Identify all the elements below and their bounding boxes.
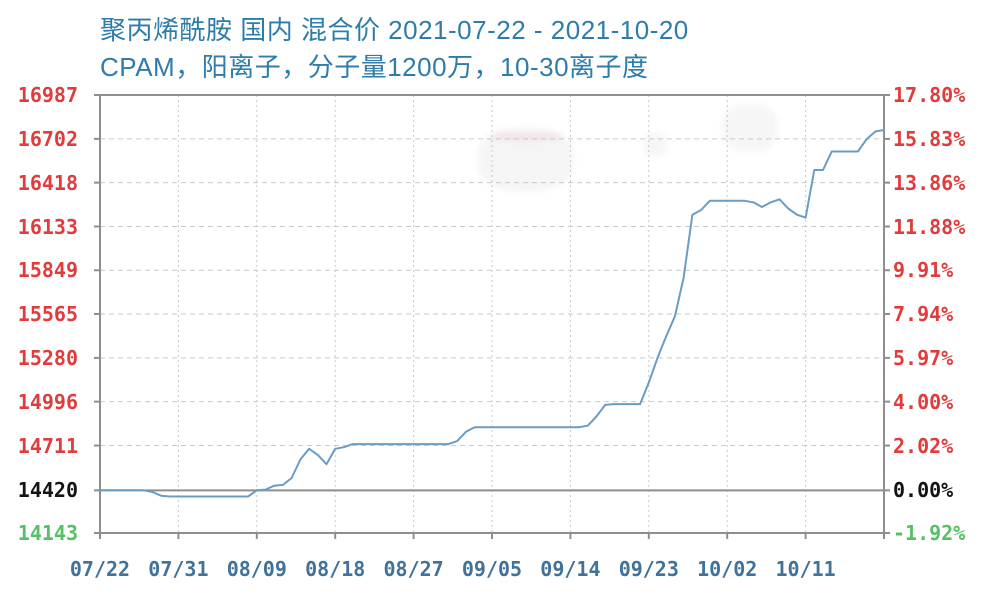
y-axis-right-label: 15.83% xyxy=(893,126,966,151)
y-axis-right-label: 4.00% xyxy=(893,389,954,414)
y-axis-right-label: 17.80% xyxy=(893,83,966,107)
x-axis-label: 07/31 xyxy=(148,557,209,581)
y-axis-left-label: 16418 xyxy=(17,170,78,195)
chart-title: 聚丙烯酰胺 国内 混合价 2021-07-22 - 2021-10-20 xyxy=(100,15,689,45)
grid-lines xyxy=(100,95,884,533)
y-axis-right-label: -1.92% xyxy=(893,521,966,545)
y-axis-right-label: 13.86% xyxy=(893,170,966,195)
x-axis-label: 07/22 xyxy=(69,557,131,581)
y-axis-right-label: 2.02% xyxy=(893,433,954,458)
price-line xyxy=(99,129,885,498)
x-axis-label: 10/02 xyxy=(697,557,758,581)
y-axis-left-label: 15280 xyxy=(17,345,78,370)
y-axis-right-label: 9.91% xyxy=(893,258,954,283)
y-axis-left-label: 14711 xyxy=(17,433,78,458)
x-axis-label: 09/14 xyxy=(540,557,601,581)
y-axis-right-label: 0.00% xyxy=(893,478,954,503)
x-axis-label: 10/11 xyxy=(775,557,836,581)
y-axis-left-label: 15849 xyxy=(17,258,78,283)
y-axis-left-label: 15565 xyxy=(17,302,78,326)
x-axis-label: 09/23 xyxy=(618,557,679,581)
x-axis-label: 08/18 xyxy=(305,557,366,581)
x-axis-label: 08/09 xyxy=(226,557,287,581)
chart-subtitle: CPAM，阳离子，分子量1200万，10-30离子度 xyxy=(100,52,649,82)
x-axis-label: 08/27 xyxy=(383,557,444,581)
y-axis-left-label: 16133 xyxy=(17,214,78,239)
y-axis-left-label: 14420 xyxy=(17,478,78,503)
y-axis-right-label: 7.94% xyxy=(893,302,954,326)
y-axis-left-label: 16702 xyxy=(17,126,78,151)
y-axis-left-label: 16987 xyxy=(17,83,78,107)
plot-border xyxy=(99,94,885,534)
y-axis-right-label: 11.88% xyxy=(893,214,966,239)
y-axis-left-label: 14996 xyxy=(17,389,78,414)
y-axis-right-label: 5.97% xyxy=(893,345,954,370)
y-axis-left-label: 14143 xyxy=(17,521,78,545)
x-axis-label: 09/05 xyxy=(461,557,523,581)
